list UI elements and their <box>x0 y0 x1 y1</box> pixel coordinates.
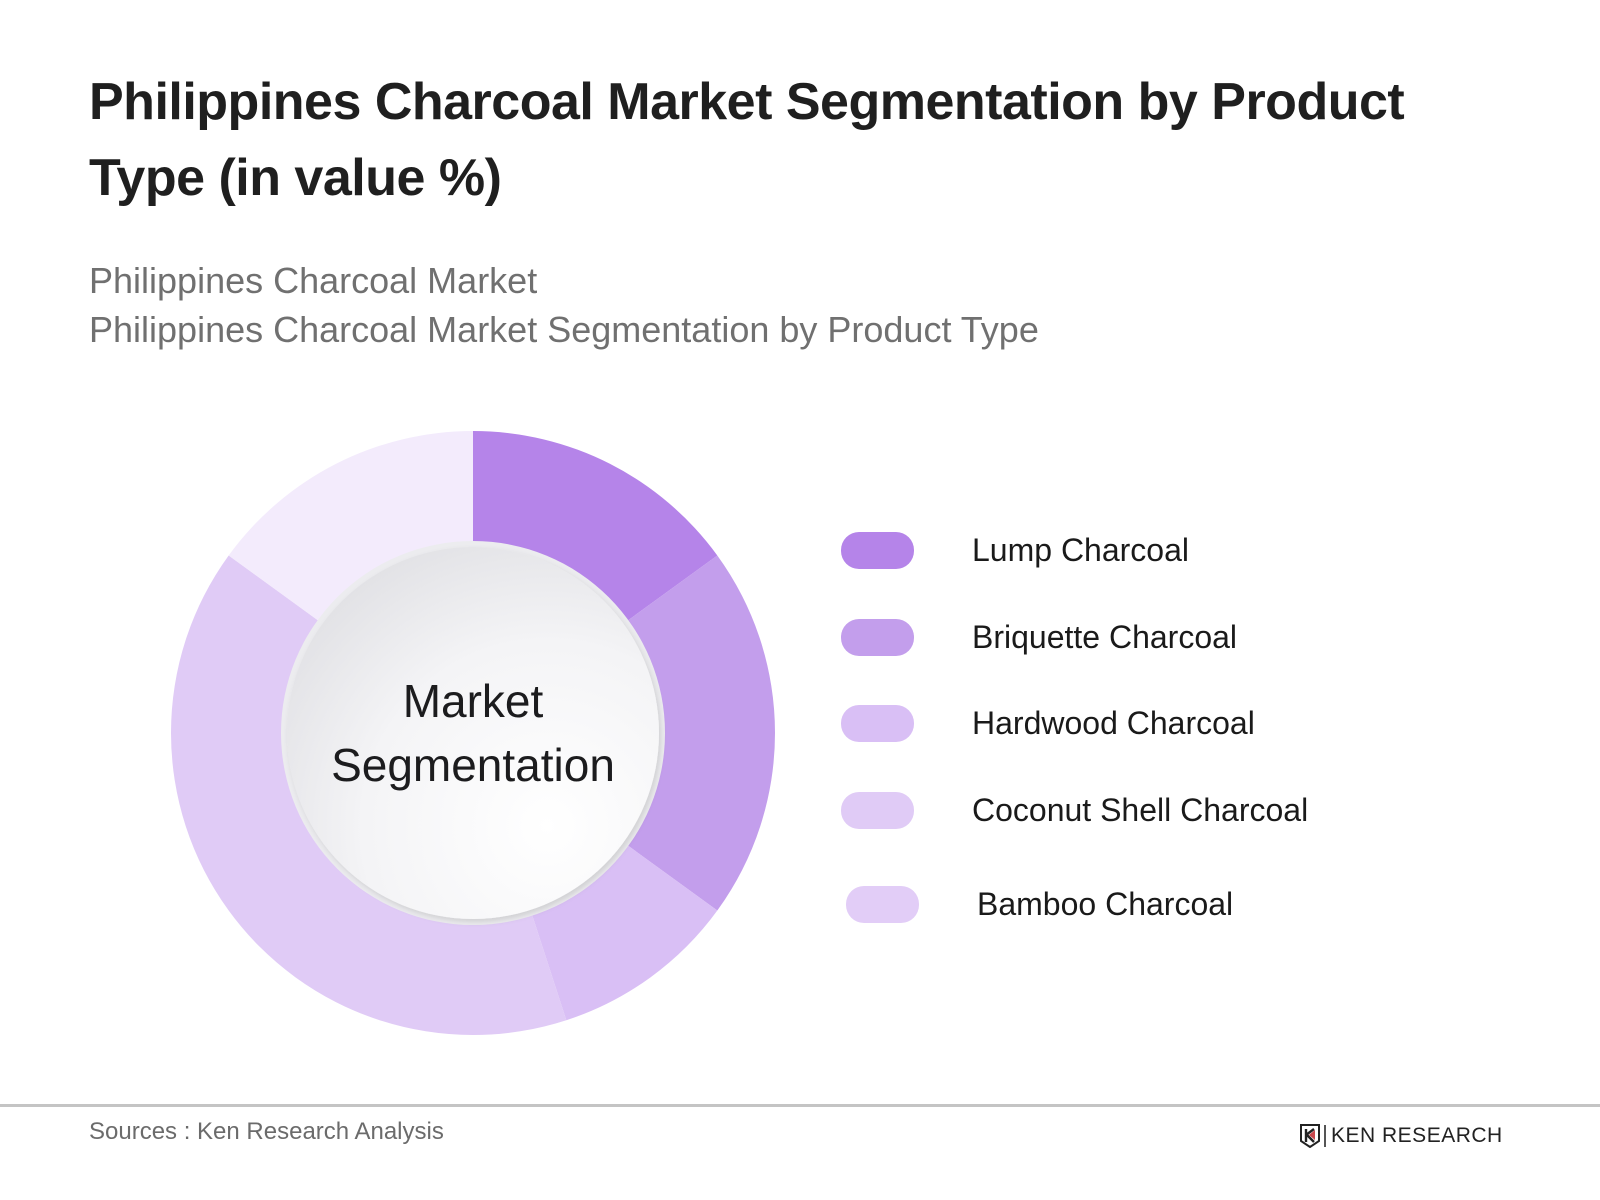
legend-swatch-briquette <box>841 619 914 656</box>
legend-swatch-coconut-shell <box>841 792 914 829</box>
legend-label: Bamboo Charcoal <box>977 886 1234 922</box>
donut-chart: Market Segmentation <box>170 430 776 1036</box>
donut-svg <box>170 431 775 1035</box>
subtitle-line-1: Philippines Charcoal Market <box>89 260 538 301</box>
legend-label: Lump Charcoal <box>972 532 1189 568</box>
legend-swatch-lump <box>841 532 914 569</box>
footer-divider <box>0 1104 1600 1107</box>
legend-item-coconut-shell[interactable]: Coconut Shell Charcoal <box>841 792 1308 829</box>
legend-label: Coconut Shell Charcoal <box>972 792 1309 828</box>
legend-item-hardwood[interactable]: Hardwood Charcoal <box>841 705 1255 742</box>
center-label-line-1: Market <box>402 675 544 727</box>
source-note: Sources : Ken Research Analysis <box>89 1118 444 1145</box>
legend-swatch-hardwood <box>841 705 914 742</box>
center-label: Market Segmentation <box>170 430 776 1036</box>
center-disc <box>287 547 659 919</box>
legend-item-bamboo[interactable]: Bamboo Charcoal <box>846 886 1233 923</box>
logo-text: KEN RESEARCH <box>1331 1124 1503 1147</box>
ken-research-logo: KEN RESEARCH <box>1300 1124 1503 1149</box>
legend-item-lump[interactable]: Lump Charcoal <box>841 532 1189 569</box>
chart-subtitle: Philippines Charcoal Market Philippines … <box>89 256 1039 354</box>
ken-research-logo-icon <box>1300 1124 1320 1149</box>
legend-item-briquette[interactable]: Briquette Charcoal <box>841 619 1237 656</box>
subtitle-line-2: Philippines Charcoal Market Segmentation… <box>89 309 1039 350</box>
center-label-line-2: Segmentation <box>331 739 615 791</box>
chart-title: Philippines Charcoal Market Segmentation… <box>89 73 1405 207</box>
legend-swatch-bamboo <box>846 886 919 923</box>
legend-label: Hardwood Charcoal <box>972 705 1255 741</box>
legend-label: Briquette Charcoal <box>972 619 1238 655</box>
logo-separator <box>1324 1125 1326 1147</box>
